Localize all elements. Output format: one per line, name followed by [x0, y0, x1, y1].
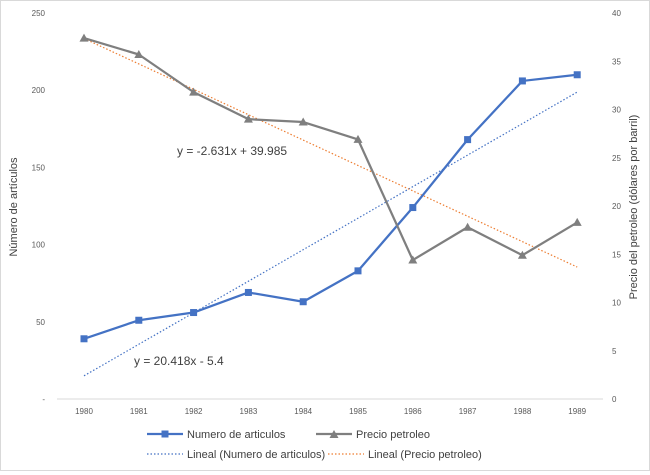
x-tick-label: 1981 — [130, 407, 148, 416]
legend-entry-articulos: Numero de articulos — [147, 429, 286, 441]
y-axis-left-title: Número de artículos — [8, 157, 20, 257]
y-right-tick-label: 20 — [612, 202, 621, 211]
data-point-triangle — [134, 49, 144, 58]
x-tick-label: 1984 — [294, 407, 312, 416]
trendline — [83, 37, 578, 268]
trendlines-group — [83, 37, 578, 377]
legend-square-marker-icon — [161, 430, 169, 438]
data-point-square — [354, 267, 362, 275]
legend: Numero de articulos Precio petroleo Line… — [147, 429, 482, 461]
data-point-triangle — [79, 33, 89, 42]
series-line — [83, 37, 578, 262]
x-tick-label: 1982 — [185, 407, 203, 416]
y-right-tick-label: 10 — [612, 299, 621, 308]
data-point-square — [244, 288, 252, 296]
trendline — [83, 91, 578, 377]
data-point-square — [135, 316, 143, 324]
y-right-tick-label: 35 — [612, 57, 621, 66]
y-left-tick-label: 100 — [32, 241, 46, 250]
series-lines-group — [83, 37, 578, 340]
data-point-square — [518, 77, 526, 85]
y-left-tick-label: 200 — [32, 86, 46, 95]
series-markers-group — [79, 33, 582, 343]
data-point-triangle — [189, 87, 199, 96]
data-point-square — [464, 136, 472, 144]
data-point-triangle — [572, 217, 582, 226]
y-left-tick-label: 250 — [32, 9, 46, 18]
data-point-square — [80, 335, 88, 343]
legend-label-lineal-precio: Lineal (Precio petroleo) — [368, 449, 482, 461]
y-right-tick-label: 30 — [612, 106, 621, 115]
x-tick-label: 1988 — [514, 407, 532, 416]
y-axis-right-title: Precio del petroleo (dólares por barril) — [628, 115, 640, 300]
data-point-square — [409, 204, 417, 212]
data-point-triangle — [353, 134, 363, 143]
x-tick-label: 1983 — [240, 407, 258, 416]
legend-label-precio: Precio petroleo — [356, 429, 430, 441]
data-point-square — [190, 309, 198, 317]
y-right-tick-label: 15 — [612, 250, 621, 259]
data-point-triangle — [243, 114, 253, 123]
data-point-triangle — [298, 117, 308, 126]
x-tick-labels: 1980 1981 1982 1983 1984 1985 1986 1987 1988 1989 — [75, 407, 587, 416]
legend-entry-lineal-precio: Lineal (Precio petroleo) — [328, 449, 482, 461]
left-tick-labels: - 50 100 150 200 250 — [32, 9, 46, 404]
data-point-square — [573, 71, 581, 79]
y-right-tick-label: 25 — [612, 154, 621, 163]
y-right-tick-label: 5 — [612, 347, 617, 356]
x-tick-label: 1980 — [75, 407, 93, 416]
series-line — [83, 73, 578, 340]
data-point-triangle — [517, 250, 527, 259]
x-tick-label: 1986 — [404, 407, 422, 416]
y-left-tick-label: 50 — [36, 318, 45, 327]
legend-label-articulos: Numero de articulos — [187, 429, 286, 441]
y-right-tick-label: 40 — [612, 9, 621, 18]
x-tick-label: 1989 — [568, 407, 586, 416]
data-point-triangle — [463, 222, 473, 231]
x-tick-label: 1987 — [459, 407, 477, 416]
legend-label-lineal-articulos: Lineal (Numero de articulos) — [187, 449, 325, 461]
y-left-tick-label: - — [42, 395, 45, 404]
legend-triangle-marker-icon — [329, 430, 339, 438]
x-tick-label: 1985 — [349, 407, 367, 416]
legend-entry-lineal-articulos: Lineal (Numero de articulos) — [147, 449, 325, 461]
data-point-triangle — [408, 255, 418, 264]
right-tick-labels: 0 5 10 15 20 25 30 35 40 — [612, 9, 621, 404]
trendline-equation-articulos: y = 20.418x - 5.4 — [134, 354, 224, 368]
trendline-equation-precio: y = -2.631x + 39.985 — [177, 144, 287, 158]
y-left-tick-label: 150 — [32, 163, 46, 172]
data-point-square — [299, 298, 307, 306]
legend-entry-precio: Precio petroleo — [316, 429, 430, 441]
y-right-tick-label: 0 — [612, 395, 617, 404]
